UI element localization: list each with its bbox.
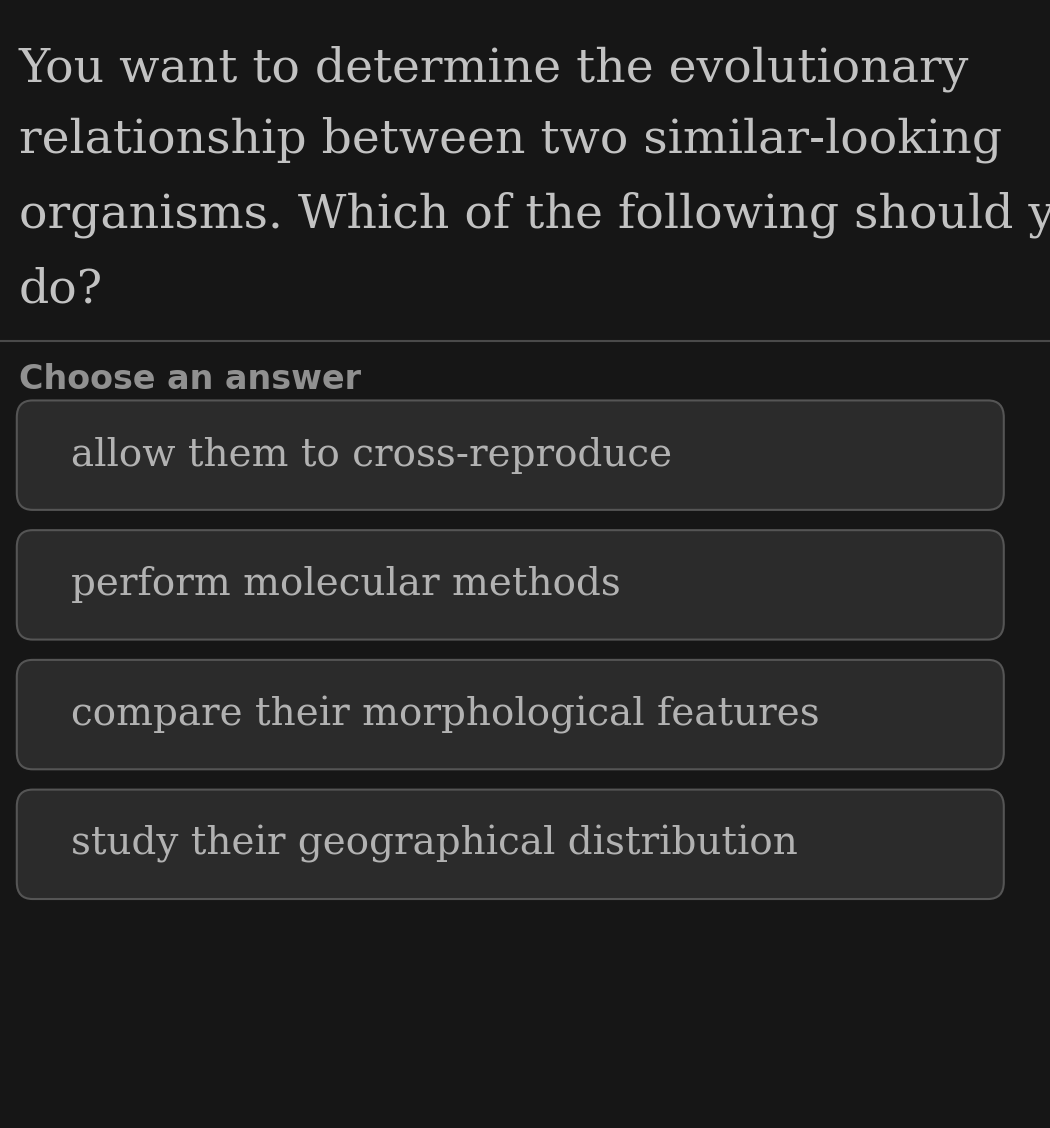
FancyBboxPatch shape — [17, 790, 1004, 899]
Text: organisms. Which of the following should you: organisms. Which of the following should… — [19, 192, 1050, 238]
Text: Choose an answer: Choose an answer — [19, 363, 361, 396]
FancyBboxPatch shape — [17, 660, 1004, 769]
Text: allow them to cross-reproduce: allow them to cross-reproduce — [71, 437, 672, 474]
Text: study their geographical distribution: study their geographical distribution — [71, 826, 798, 863]
Text: perform molecular methods: perform molecular methods — [71, 566, 622, 603]
FancyBboxPatch shape — [17, 530, 1004, 640]
Text: relationship between two similar-looking: relationship between two similar-looking — [19, 116, 1002, 162]
Text: You want to determine the evolutionary: You want to determine the evolutionary — [19, 45, 969, 91]
Text: do?: do? — [19, 267, 103, 312]
FancyBboxPatch shape — [17, 400, 1004, 510]
Text: compare their morphological features: compare their morphological features — [71, 696, 820, 733]
